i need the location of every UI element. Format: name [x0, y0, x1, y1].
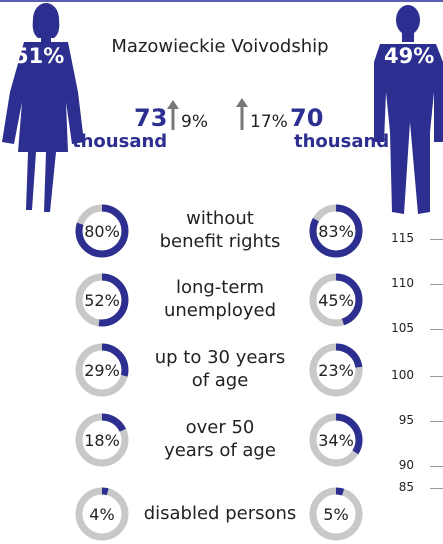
category-label: over 50 years of age — [164, 417, 276, 461]
women-donut-label: 80% — [84, 222, 120, 241]
men-donut: 45% — [309, 273, 363, 327]
men-count: 70 — [290, 104, 324, 132]
women-donut-arc — [75, 487, 129, 541]
men-donut-label: 83% — [318, 222, 354, 241]
men-donut-label: 34% — [318, 431, 354, 450]
women-donut: 52% — [75, 273, 129, 327]
axis-tick-label: 110 — [391, 276, 414, 290]
men-donut: 83% — [309, 204, 363, 258]
men-unit: thousand — [294, 131, 390, 152]
women-donut: 80% — [75, 204, 129, 258]
region-title: Mazowieckie Voivodship — [111, 36, 329, 57]
men-donut-label: 45% — [318, 291, 354, 310]
men-change: 17% — [250, 112, 288, 132]
women-donut-arc — [75, 343, 129, 397]
axis-tick-label: 95 — [398, 413, 414, 427]
women-donut-label: 18% — [84, 431, 120, 450]
axis-tick-mark — [430, 239, 443, 240]
axis-tick-label: 100 — [391, 368, 414, 382]
woman-silhouette-icon — [2, 3, 84, 212]
men-donut: 5% — [309, 487, 363, 541]
men-donut-arc — [309, 413, 363, 467]
women-donut: 18% — [75, 413, 129, 467]
men-donut-label: 5% — [323, 505, 348, 524]
women-donut-label: 52% — [84, 291, 120, 310]
axis-tick-mark — [430, 329, 443, 330]
arrow-up-icon — [167, 100, 179, 130]
women-count: 73 — [134, 104, 168, 132]
men-donut: 23% — [309, 343, 363, 397]
men-share: 49% — [384, 44, 435, 68]
women-unit: thousand — [72, 131, 168, 152]
women-share: 51% — [14, 44, 65, 68]
men-donut-arc — [309, 204, 363, 258]
top-border — [0, 0, 443, 2]
category-label: long-term unemployed — [163, 277, 277, 321]
category-label: disabled persons — [143, 502, 297, 524]
women-donut-arc — [75, 413, 129, 467]
man-silhouette-icon — [374, 5, 443, 214]
women-change: 9% — [181, 112, 208, 132]
women-donut-arc — [75, 204, 129, 258]
axis-tick-mark — [430, 466, 443, 467]
women-donut: 29% — [75, 343, 129, 397]
category-label: without benefit rights — [159, 208, 281, 252]
category-label: up to 30 years of age — [154, 347, 286, 391]
axis-tick-label: 85 — [398, 480, 414, 494]
women-donut-label: 29% — [84, 361, 120, 380]
women-donut-label: 4% — [89, 505, 114, 524]
axis-tick-mark — [430, 421, 443, 422]
women-donut-arc — [75, 273, 129, 327]
women-donut: 4% — [75, 487, 129, 541]
axis-tick-label: 105 — [391, 321, 414, 335]
axis-tick-label: 115 — [391, 231, 414, 245]
men-donut: 34% — [309, 413, 363, 467]
axis-tick-mark — [430, 376, 443, 377]
men-donut-arc — [309, 273, 363, 327]
axis-tick-mark — [430, 284, 443, 285]
axis-tick-mark — [430, 488, 443, 489]
men-donut-label: 23% — [318, 361, 354, 380]
men-donut-arc — [309, 343, 363, 397]
men-donut-arc — [309, 487, 363, 541]
axis-tick-label: 90 — [398, 458, 414, 472]
arrow-up-icon — [236, 98, 248, 130]
